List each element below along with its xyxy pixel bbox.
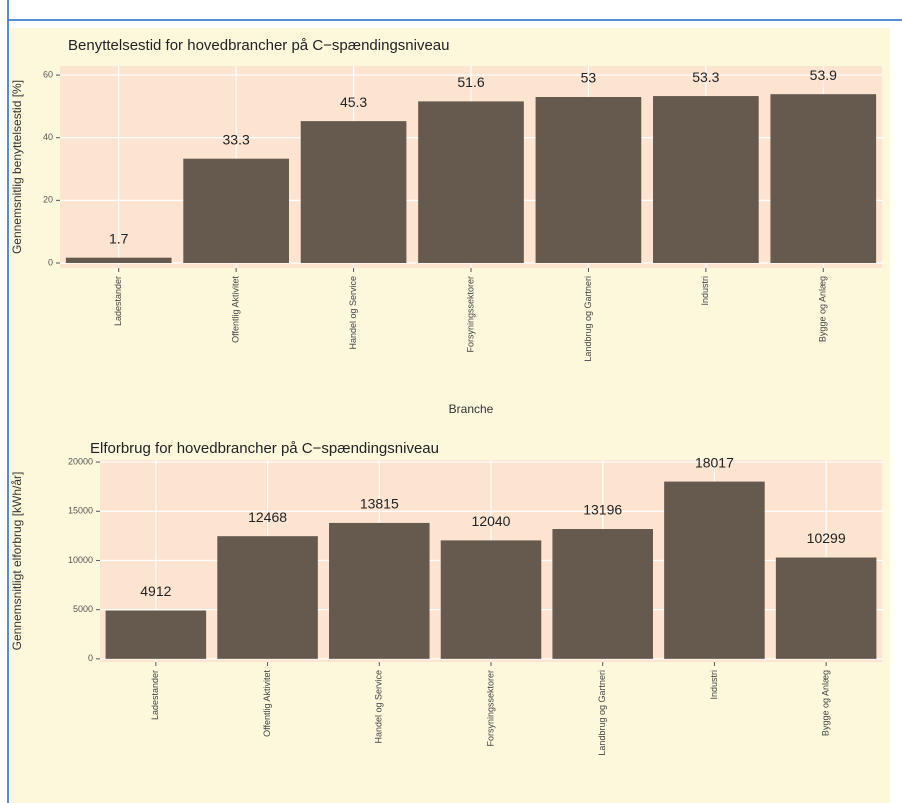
bar <box>300 121 407 263</box>
x-tick-label: Ladestander <box>113 276 123 326</box>
y-tick-label: 15000 <box>68 506 93 516</box>
data-label: 13815 <box>360 496 399 512</box>
x-axis-title: Branche <box>449 402 494 416</box>
x-tick-label: Handel og Service <box>348 276 358 350</box>
x-tick-label: Forsyningssektorer <box>465 276 475 353</box>
y-tick-label: 40 <box>43 132 53 142</box>
y-tick-label: 0 <box>88 653 93 663</box>
x-tick-label: Ladestander <box>150 670 160 720</box>
data-label: 33.3 <box>223 131 250 147</box>
x-tick-label: Landbrug og Gartneri <box>597 670 607 756</box>
bar <box>653 96 759 263</box>
x-tick-label: Landbrug og Gartneri <box>583 276 593 362</box>
data-label: 10299 <box>807 530 846 546</box>
x-tick-label: Offentlig Aktivitet <box>231 276 241 343</box>
x-tick-label: Offentlig Aktivitet <box>262 670 272 737</box>
data-label: 1.7 <box>109 230 129 246</box>
x-tick-label: Forsyningssektorer <box>485 670 495 747</box>
data-label: 12468 <box>248 509 287 525</box>
y-axis-title: Gennemsnitlig benyttelsestid [%] <box>10 80 24 254</box>
bar <box>183 158 289 263</box>
y-tick-label: 10000 <box>68 555 93 565</box>
data-label: 53 <box>581 70 597 86</box>
data-label: 53.3 <box>692 69 719 85</box>
data-label: 53.9 <box>810 67 837 83</box>
y-tick-label: 20000 <box>68 456 93 466</box>
chart-title: Elforbrug for hovedbrancher på C−spændin… <box>90 440 439 457</box>
y-tick-label: 60 <box>43 69 53 79</box>
bar <box>664 481 765 659</box>
bar <box>535 97 642 263</box>
bar <box>329 522 430 659</box>
data-label: 51.6 <box>457 74 484 90</box>
bar <box>775 557 877 659</box>
x-tick-label: Handel og Service <box>374 670 384 744</box>
y-tick-label: 20 <box>43 195 53 205</box>
bar <box>65 257 172 263</box>
data-label: 12040 <box>472 513 511 529</box>
y-tick-label: 0 <box>48 257 53 267</box>
data-label: 18017 <box>695 454 734 470</box>
data-label: 4912 <box>140 583 171 599</box>
bar <box>770 94 877 263</box>
bar <box>440 540 542 659</box>
y-tick-label: 5000 <box>73 604 93 614</box>
data-label: 13196 <box>583 502 622 518</box>
bar <box>552 529 653 659</box>
bar <box>105 610 207 659</box>
bar <box>418 101 524 263</box>
bar <box>217 536 318 659</box>
y-axis-title: Gennemsnitligt elforbrug [kWh/år] <box>10 472 24 651</box>
x-tick-label: Bygge og Anlæg <box>821 670 831 736</box>
x-tick-label: Industri <box>709 670 719 700</box>
x-tick-label: Industri <box>700 276 710 306</box>
chart-title: Benyttelsestid for hovedbrancher på C−sp… <box>68 37 450 54</box>
data-label: 45.3 <box>340 94 367 110</box>
x-tick-label: Bygge og Anlæg <box>818 276 828 342</box>
